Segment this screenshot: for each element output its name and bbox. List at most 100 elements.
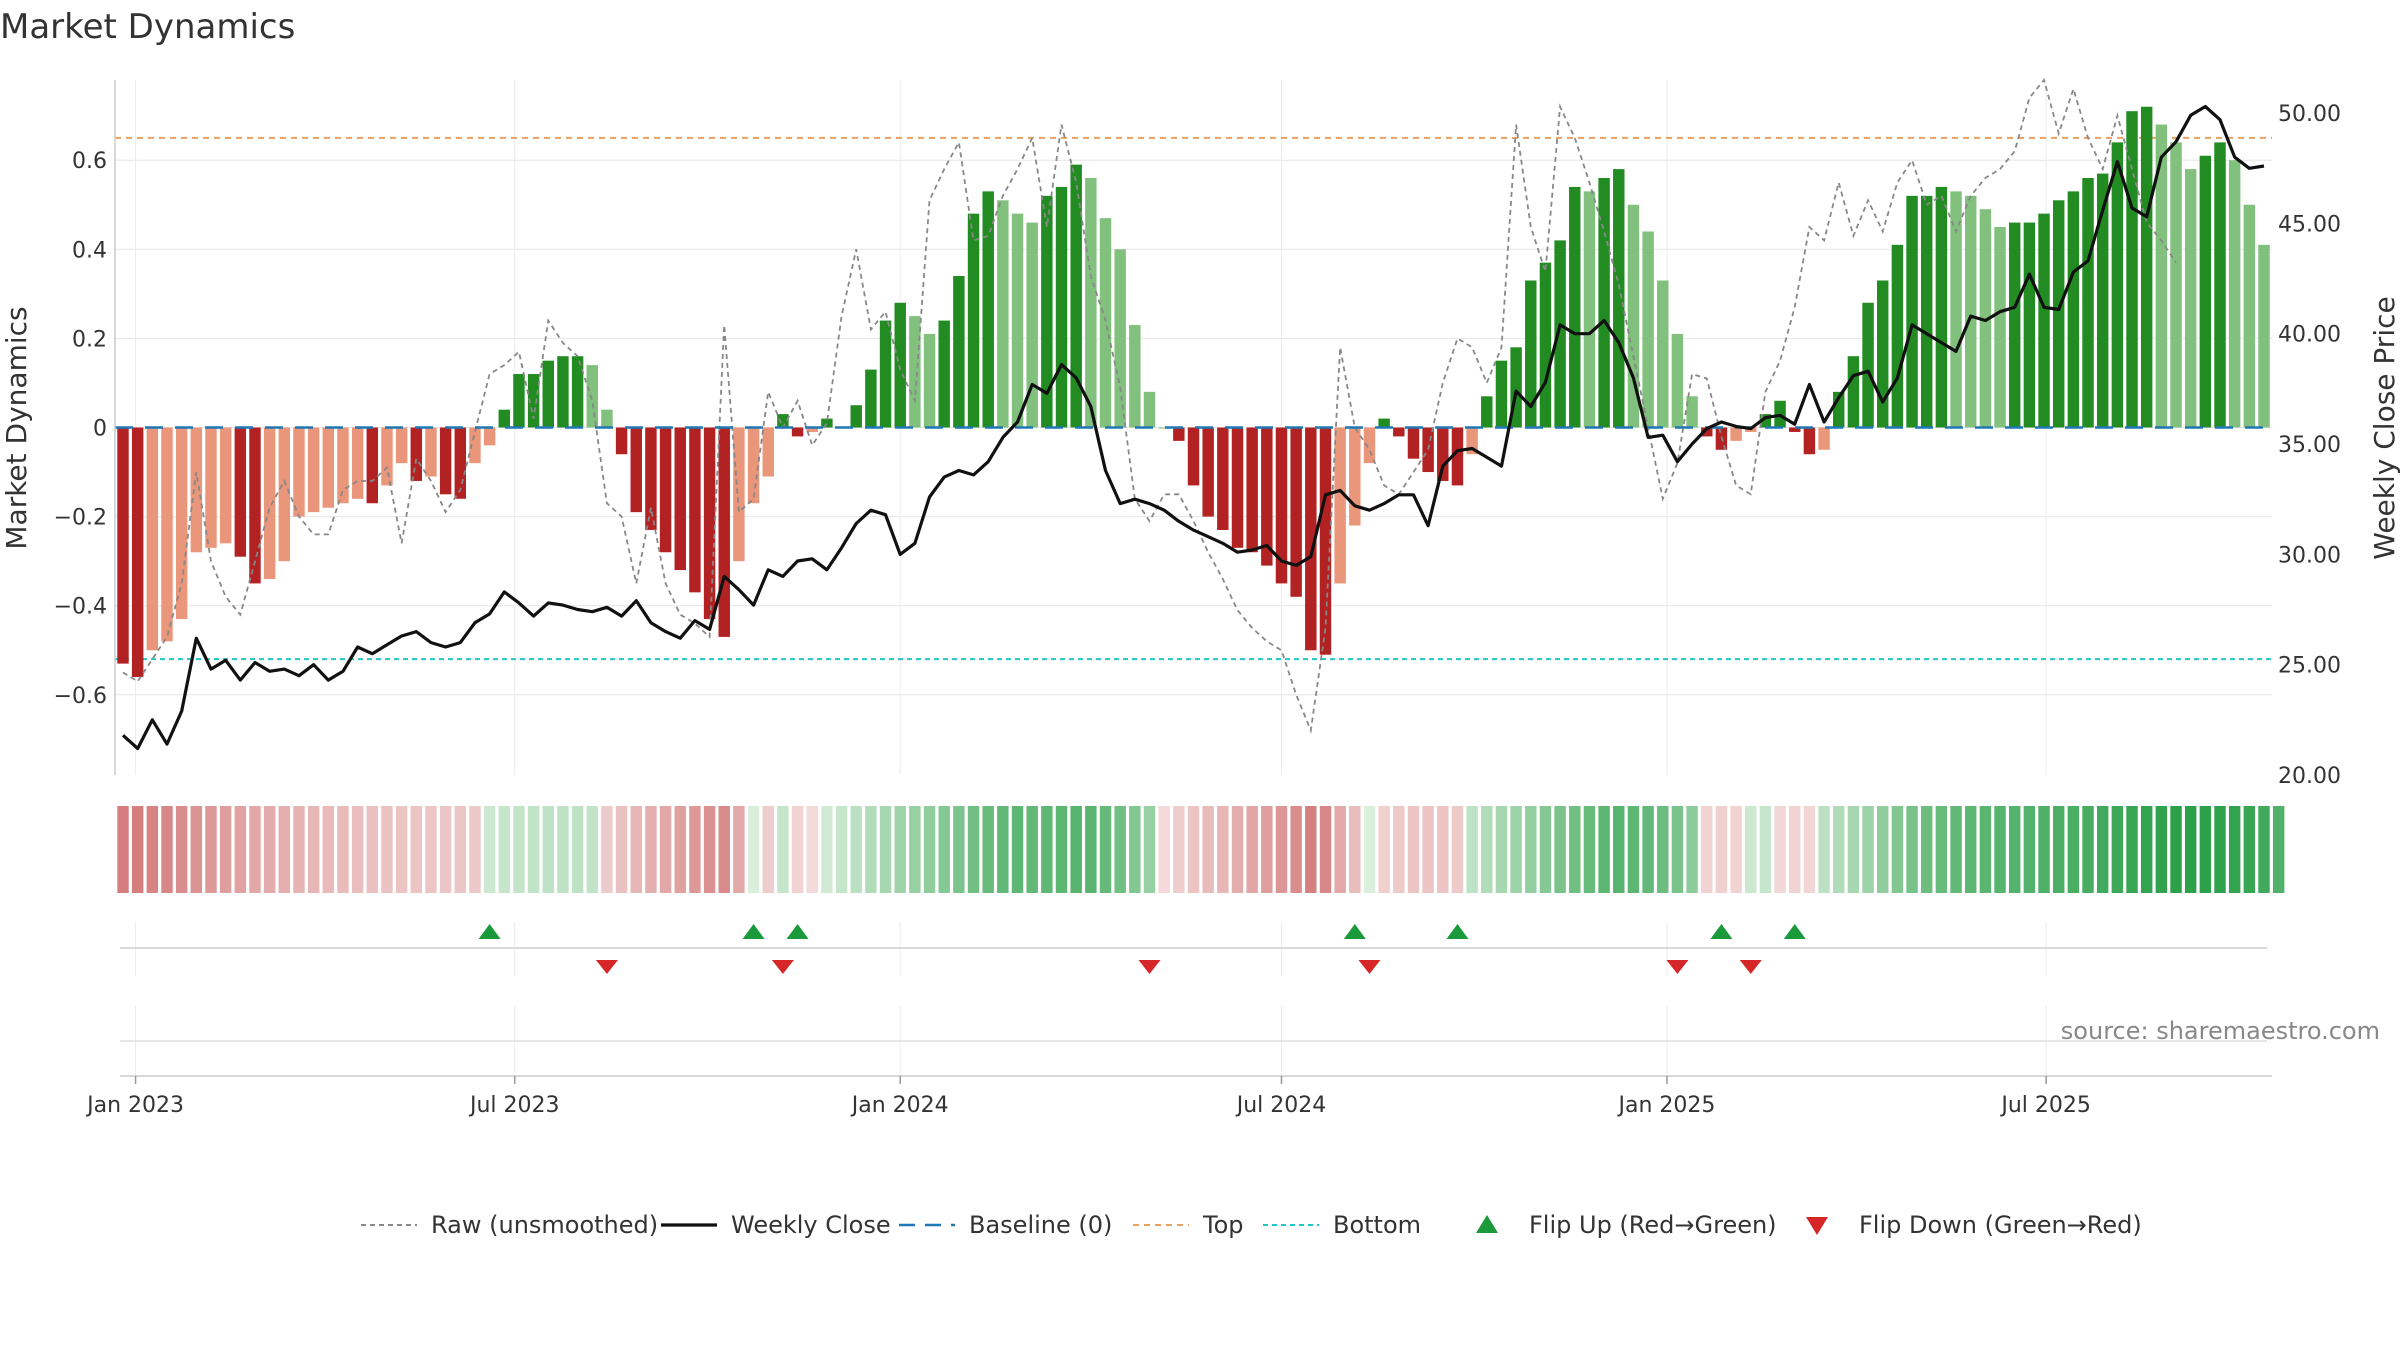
- bar: [1495, 360, 1508, 428]
- heat-cell: [1877, 806, 1889, 893]
- heat-cell: [1129, 806, 1141, 893]
- bar: [997, 200, 1009, 428]
- bar: [1833, 391, 1845, 428]
- bar: [2228, 160, 2241, 428]
- heat-cell: [1055, 806, 1068, 893]
- heat-cell: [1422, 806, 1434, 893]
- heat-cell: [2243, 806, 2256, 893]
- bar: [1789, 427, 1801, 432]
- flip-down-marker: [1666, 960, 1689, 974]
- y-tick-label-right: 25.00: [2278, 654, 2341, 679]
- heat-cell: [131, 806, 144, 893]
- heat-cell: [527, 806, 540, 893]
- heat-cell: [146, 806, 159, 893]
- close-line: [121, 104, 2265, 751]
- heat-cell: [1613, 806, 1625, 893]
- bar: [821, 418, 833, 428]
- bar: [615, 427, 628, 455]
- y-tick-label-left: 0.2: [72, 327, 107, 352]
- bar: [923, 333, 936, 428]
- heat-cell: [1437, 806, 1449, 893]
- bar: [1906, 195, 1918, 428]
- bar: [1363, 427, 1376, 464]
- heat-cell: [1715, 806, 1728, 893]
- heat-cell: [1026, 806, 1038, 893]
- heat-cell: [1701, 806, 1713, 893]
- heat-strip: [117, 806, 2285, 893]
- heat-cell: [205, 806, 217, 893]
- bar: [1554, 240, 1566, 428]
- heat-cell: [278, 806, 291, 893]
- y-axis-label-right: Weekly Close Price: [2368, 296, 2400, 559]
- bar: [1114, 249, 1126, 428]
- y-tick-label-right: 50.00: [2278, 102, 2341, 127]
- bar: [718, 427, 730, 637]
- bar: [1319, 427, 1332, 655]
- bar: [293, 427, 305, 517]
- legend-entry-top: Top: [1133, 1211, 1244, 1239]
- bar: [513, 374, 525, 428]
- bar: [1231, 427, 1244, 548]
- bar: [2258, 244, 2270, 428]
- bar: [777, 414, 789, 428]
- bar: [454, 427, 466, 499]
- heat-cell: [1217, 806, 1229, 893]
- bar: [131, 427, 144, 677]
- heat-cell: [2272, 806, 2285, 893]
- bar: [1979, 209, 1992, 428]
- bar: [674, 427, 686, 571]
- bar: [967, 213, 980, 428]
- y-tick-label-left: −0.2: [54, 506, 107, 531]
- bar: [2155, 124, 2168, 428]
- bar: [1451, 427, 1464, 486]
- heat-cell: [938, 806, 950, 893]
- heat-cell: [1041, 806, 1053, 893]
- bar: [747, 427, 760, 504]
- heat-cell: [1745, 806, 1757, 893]
- raw-line: [122, 78, 2177, 734]
- y-tick-label-right: 45.00: [2278, 212, 2341, 237]
- bar: [439, 427, 452, 495]
- bar: [645, 427, 657, 530]
- heat-cell: [483, 806, 496, 893]
- heat-cell: [117, 806, 129, 893]
- heat-cell: [366, 806, 379, 893]
- bar: [263, 427, 276, 579]
- y-tick-label-left: 0.4: [72, 238, 107, 263]
- bar: [1642, 231, 1654, 428]
- heat-cell: [2184, 806, 2197, 893]
- bar: [1466, 427, 1478, 455]
- heat-cell: [1407, 806, 1420, 893]
- heat-cell: [322, 806, 335, 893]
- heat-cell: [1627, 806, 1640, 893]
- heat-cell: [307, 806, 320, 893]
- heat-cell: [1759, 806, 1772, 893]
- heat-cell: [586, 806, 598, 893]
- heat-cell: [1349, 806, 1361, 893]
- bar: [879, 320, 892, 428]
- heat-cell: [1598, 806, 1610, 893]
- axes: 0.6 0.4 0.2 0 −0.2 −0.4 −0.6 50.00 45.00 40.00 35.…: [54, 80, 2341, 789]
- bar: [1921, 195, 1933, 428]
- bar: [557, 356, 569, 428]
- bar: [1525, 280, 1537, 428]
- bar: [938, 320, 950, 428]
- heat-cell: [2228, 806, 2241, 893]
- reference-lines: [115, 136, 2272, 661]
- heat-cell: [2258, 806, 2270, 893]
- y-tick-label-left: −0.6: [54, 684, 107, 709]
- bar: [1481, 396, 1493, 428]
- bar: [1539, 262, 1552, 428]
- legend-label-flipdown: Flip Down (Green→Red): [1859, 1211, 2142, 1239]
- heat-cell: [1393, 806, 1405, 893]
- heat-cell: [1363, 806, 1376, 893]
- heat-cell: [1774, 806, 1786, 893]
- heat-cell: [850, 806, 862, 893]
- bar: [1334, 427, 1346, 584]
- heat-cell: [747, 806, 760, 893]
- bar: [1173, 427, 1185, 441]
- heat-cell: [1319, 806, 1332, 893]
- heat-cell: [1085, 806, 1097, 893]
- bar: [1730, 427, 1742, 441]
- bar: [586, 365, 598, 428]
